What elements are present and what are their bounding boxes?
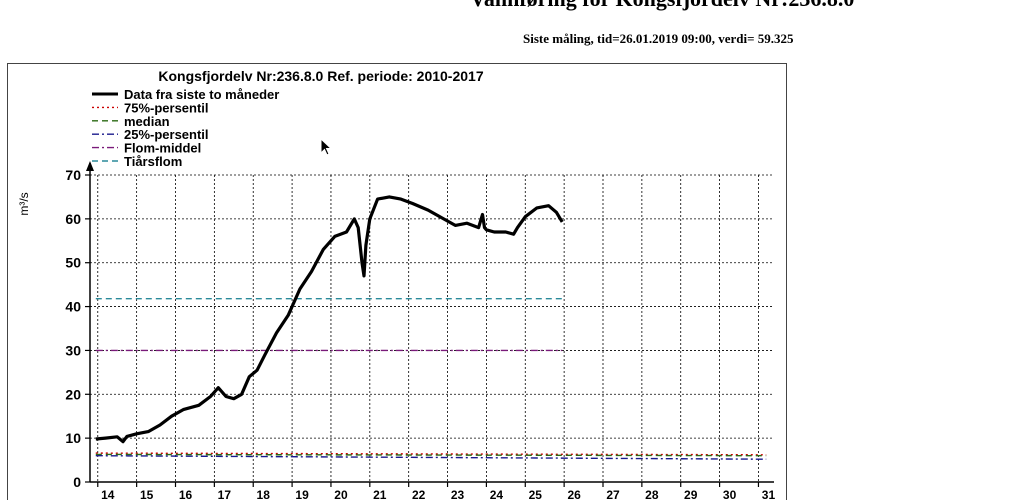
y-tick-label: 0 (73, 474, 81, 490)
legend: Data fra siste to måneder75%-persentilme… (92, 87, 279, 169)
grid (90, 174, 774, 483)
series-line (95, 452, 767, 456)
y-axis-arrow-icon (86, 161, 94, 171)
x-tick-label: 30 (723, 488, 737, 500)
legend-label: Flom-middel (124, 141, 201, 156)
y-tick-label: 50 (65, 255, 81, 271)
chart-frame: Kongsfjordelv Nr:236.8.0 Ref. periode: 2… (7, 63, 787, 500)
x-tick-label: 15 (140, 488, 154, 500)
series-line (95, 453, 767, 457)
x-tick-label: 23 (451, 488, 465, 500)
legend-label: Tiårsflom (124, 154, 182, 169)
x-tick-label: 31 (762, 488, 776, 500)
last-measurement-info: Siste måling, tid=26.01.2019 09:00, verd… (523, 31, 794, 46)
y-tick-label: 10 (65, 430, 81, 446)
legend-label: 25%-persentil (124, 127, 209, 142)
legend-label: median (124, 114, 170, 129)
x-tick-label: 25 (529, 488, 543, 500)
y-tick-label: 40 (65, 299, 81, 315)
legend-label: 75%-persentil (124, 100, 209, 115)
x-tick-label: 21 (373, 488, 387, 500)
x-tick-label: 27 (606, 488, 620, 500)
x-tick-label: 17 (218, 488, 232, 500)
x-tick-label: 22 (412, 488, 426, 500)
x-tick-label: 28 (645, 488, 659, 500)
x-tick-label: 29 (684, 488, 698, 500)
y-tick-label: 20 (65, 386, 81, 402)
y-tick-label: 30 (65, 342, 81, 358)
axes: 0 10 20 30 40 50 60 70 14 15 16 17 18 19 20 21 22 23 24 25 2… (65, 161, 776, 500)
x-tick-label: 26 (567, 488, 581, 500)
x-tick-label: 19 (295, 488, 309, 500)
x-tick-label: 16 (179, 488, 193, 500)
discharge-chart: Kongsfjordelv Nr:236.8.0 Ref. periode: 2… (17, 68, 776, 500)
x-tick-label: 20 (334, 488, 348, 500)
y-axis-label: m³/s (17, 192, 31, 215)
series-layer (95, 195, 767, 460)
series-line (95, 455, 767, 460)
y-tick-label: 60 (65, 211, 81, 227)
y-tick-label: 70 (65, 167, 81, 183)
x-tick-label: 24 (490, 488, 504, 500)
x-tick-label: 14 (101, 488, 115, 500)
series-line-main (95, 195, 564, 444)
x-tick-label: 18 (257, 488, 271, 500)
legend-label: Data fra siste to måneder (124, 87, 279, 102)
page-heading: Vannføring for Kongsfjordelv Nr:236.8.0 (470, 0, 854, 12)
mouse-pointer-icon (320, 138, 333, 156)
chart-title: Kongsfjordelv Nr:236.8.0 Ref. periode: 2… (158, 68, 483, 84)
